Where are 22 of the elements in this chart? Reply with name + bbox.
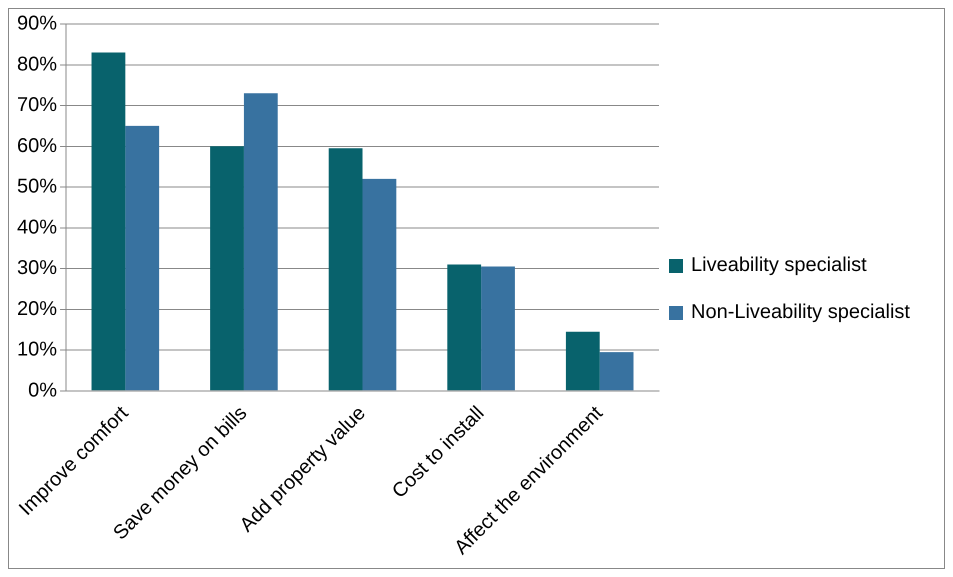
- y-tick-label: 20%: [17, 298, 58, 320]
- y-tick-label: 30%: [17, 257, 58, 280]
- y-tick-label: 50%: [17, 176, 58, 198]
- legend-label: Non-Liveability specialist: [691, 300, 910, 324]
- y-tick-label: 70%: [17, 94, 58, 116]
- bar: [210, 146, 244, 390]
- bar: [92, 52, 126, 390]
- bar: [600, 352, 634, 390]
- y-tick-label: 90%: [17, 12, 58, 35]
- y-tick-label: 40%: [17, 216, 58, 238]
- bar: [244, 93, 278, 390]
- bar: [566, 332, 600, 390]
- y-tick-label: 0%: [28, 379, 58, 402]
- bar: [447, 264, 482, 390]
- bar: [328, 148, 363, 390]
- legend-label: Liveability specialist: [691, 254, 867, 276]
- bar: [362, 178, 396, 390]
- y-tick-label: 80%: [17, 53, 58, 76]
- bar: [481, 266, 515, 390]
- y-tick-label: 10%: [17, 338, 58, 361]
- bar: [125, 126, 160, 390]
- y-tick-label: 60%: [17, 134, 58, 157]
